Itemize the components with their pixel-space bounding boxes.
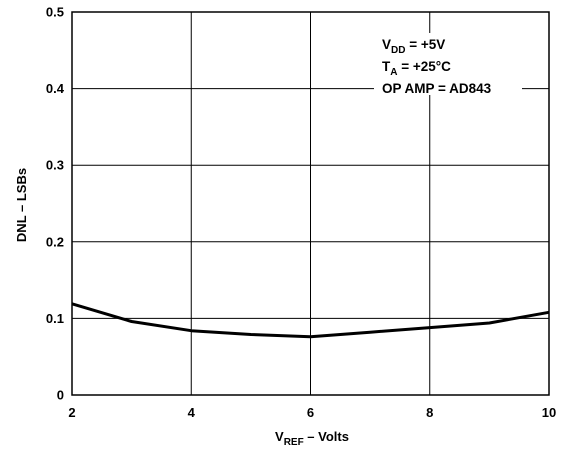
x-axis-label: VREF – Volts — [275, 429, 349, 448]
x-tick-labels: 2 4 6 8 10 — [68, 405, 556, 420]
annotation-ta: TA = +25°C — [382, 59, 451, 78]
dnl-series-line — [71, 302, 550, 339]
y-tick-label: 0 — [57, 388, 64, 403]
x-tick-label: 2 — [68, 405, 75, 420]
y-tick-label: 0.1 — [46, 311, 64, 326]
x-tick-label: 8 — [426, 405, 433, 420]
y-tick-label: 0.5 — [46, 5, 64, 20]
y-axis-label: DNL – LSBs — [14, 168, 29, 242]
plot-frame — [71, 11, 550, 396]
series-layer — [71, 302, 550, 339]
annotation-box — [374, 33, 522, 95]
x-tick-label: 10 — [542, 405, 556, 420]
y-tick-label: 0.3 — [46, 158, 64, 173]
annotation-vdd: VDD = +5V — [382, 37, 445, 56]
x-tick-label: 6 — [307, 405, 314, 420]
annotation-opamp: OP AMP = AD843 — [382, 81, 492, 96]
y-tick-labels: 0 0.1 0.2 0.3 0.4 0.5 — [46, 5, 65, 403]
y-tick-label: 0.4 — [46, 81, 65, 96]
y-tick-label: 0.2 — [46, 234, 64, 249]
x-tick-label: 4 — [188, 405, 196, 420]
